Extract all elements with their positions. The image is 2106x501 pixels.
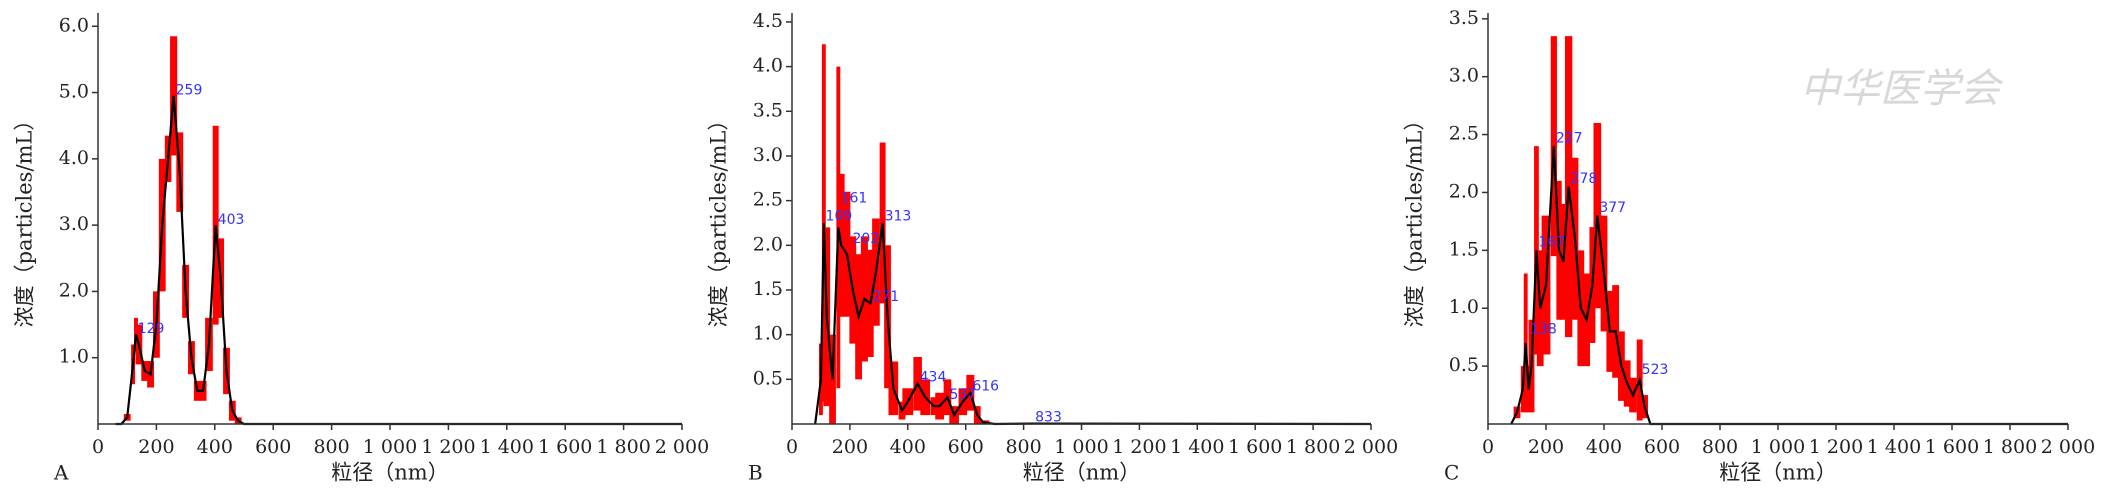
x-tick-label: 200: [832, 436, 868, 458]
peak-label: 109: [826, 209, 853, 225]
peak-label: 202: [852, 231, 879, 247]
panel-label: C: [1444, 461, 1459, 485]
y-tick-label: 2.0: [1449, 180, 1479, 202]
x-tick-label: 1 000: [1751, 436, 1805, 458]
x-tick-label: 1 800: [1983, 436, 2037, 458]
y-tick-label: 1.5: [753, 278, 783, 300]
mean-line: [1510, 146, 2068, 426]
x-tick-label: 400: [890, 436, 926, 458]
x-tick-label: 400: [197, 436, 233, 458]
x-tick-label: 400: [1586, 436, 1622, 458]
mean-line: [115, 95, 682, 426]
x-tick-label: 1 600: [1228, 436, 1282, 458]
y-tick-label: 3.0: [1449, 65, 1479, 87]
peak-label: 271: [872, 289, 899, 305]
x-tick-label: 800: [1005, 436, 1041, 458]
x-tick-label: 1 400: [480, 436, 534, 458]
y-tick-label: 2.0: [753, 233, 783, 255]
peak-label: 161: [841, 191, 868, 207]
y-tick-label: 5.0: [59, 81, 89, 103]
peak-label: 377: [1599, 200, 1626, 216]
panel-label: A: [53, 461, 69, 485]
y-tick-label: 4.0: [753, 55, 783, 77]
y-tick-label: 1.0: [1449, 296, 1479, 318]
x-tick-label: 2 000: [1344, 436, 1398, 458]
peak-label: 403: [218, 212, 245, 228]
panel-label: B: [748, 461, 763, 485]
x-tick-label: 2 000: [2041, 436, 2095, 458]
y-tick-label: 3.5: [1449, 7, 1479, 29]
peak-label: 227: [1556, 130, 1583, 146]
y-tick-label: 2.5: [1449, 123, 1479, 145]
x-tick-label: 1 600: [1925, 436, 1979, 458]
x-tick-label: 2 000: [655, 436, 709, 458]
x-axis-label: 粒径（nm）: [1023, 461, 1140, 485]
y-tick-label: 1.0: [59, 346, 89, 368]
y-tick-label: 1.0: [753, 323, 783, 345]
peak-label: 129: [138, 321, 165, 337]
x-tick-label: 1 000: [1054, 436, 1108, 458]
peak-label: 313: [885, 209, 912, 225]
y-tick-label: 3.5: [753, 99, 783, 121]
peak-label: 278: [1571, 171, 1598, 187]
x-tick-label: 1 400: [1867, 436, 1921, 458]
y-tick-label: 2.0: [59, 279, 89, 301]
y-axis-label: 浓度（particles/mL）: [1403, 110, 1427, 328]
peak-label: 434: [920, 369, 947, 385]
x-tick-label: 0: [1482, 436, 1494, 458]
y-tick-label: 2.5: [753, 189, 783, 211]
x-tick-label: 1 800: [1286, 436, 1340, 458]
peak-label: 138: [1530, 321, 1557, 337]
x-tick-label: 0: [786, 436, 798, 458]
x-tick-label: 800: [1702, 436, 1738, 458]
y-axis-label: 浓度（particles/mL）: [13, 110, 37, 328]
peak-label: 259: [176, 83, 203, 99]
mean-line: [814, 222, 1372, 426]
x-axis-label: 粒径（nm）: [331, 461, 448, 485]
x-tick-label: 1 800: [596, 436, 650, 458]
x-axis-label: 粒径（nm）: [1719, 461, 1836, 485]
x-tick-label: 600: [1644, 436, 1680, 458]
y-tick-label: 0.5: [1449, 354, 1479, 376]
x-tick-label: 0: [92, 436, 104, 458]
x-tick-label: 600: [255, 436, 291, 458]
y-tick-label: 3.0: [59, 213, 89, 235]
x-tick-label: 600: [948, 436, 984, 458]
y-axis-label: 浓度（particles/mL）: [707, 110, 731, 328]
x-tick-label: 1 600: [538, 436, 592, 458]
x-tick-label: 1 000: [363, 436, 417, 458]
peak-label: 616: [972, 378, 999, 394]
x-tick-label: 800: [313, 436, 349, 458]
x-tick-label: 1 200: [1112, 436, 1166, 458]
x-tick-label: 200: [1528, 436, 1564, 458]
watermark: 中华医学会: [1800, 66, 2004, 112]
peak-label: 167: [1538, 235, 1565, 251]
peak-label: 537: [949, 387, 976, 403]
x-tick-label: 1 200: [421, 436, 475, 458]
y-tick-label: 6.0: [59, 14, 89, 36]
y-tick-label: 3.0: [753, 144, 783, 166]
x-tick-label: 200: [138, 436, 174, 458]
peak-label: 523: [1642, 362, 1669, 378]
y-tick-label: 4.5: [753, 10, 783, 32]
x-tick-label: 1 400: [1170, 436, 1224, 458]
peak-label: 833: [1035, 410, 1062, 426]
y-tick-label: 0.5: [753, 367, 783, 389]
y-tick-label: 4.0: [59, 147, 89, 169]
y-tick-label: 1.5: [1449, 238, 1479, 260]
x-tick-label: 1 200: [1809, 436, 1863, 458]
